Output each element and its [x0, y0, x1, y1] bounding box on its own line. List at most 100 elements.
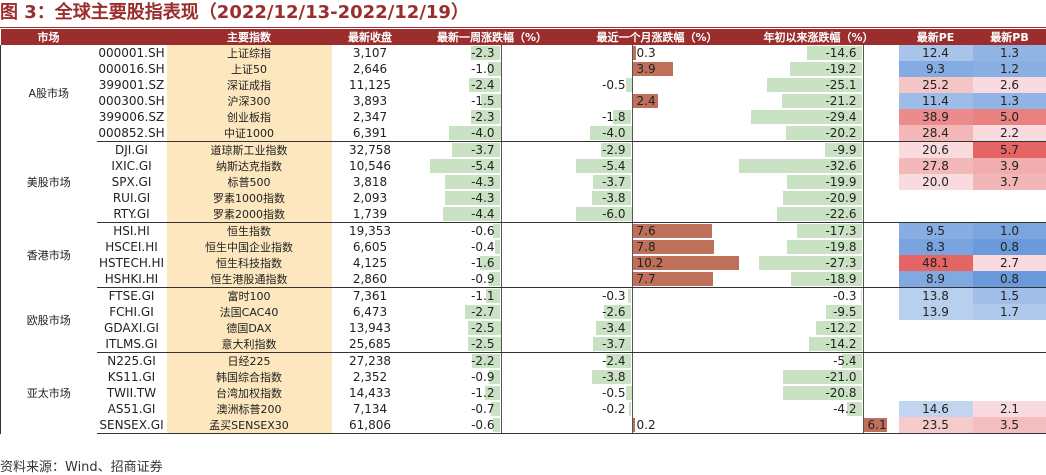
index-name: 罗素2000指数	[166, 206, 332, 223]
latest-close: 7,134	[352, 402, 388, 416]
week-change-value: -4.4	[471, 207, 495, 221]
ytd-change-cell: -20.2	[738, 125, 899, 142]
week-axis-line	[500, 174, 502, 190]
month-axis-line	[631, 223, 633, 239]
week-change-bar	[491, 402, 501, 416]
ytd-change-value: -18.9	[825, 272, 857, 286]
ytd-change-cell: -19.9	[739, 174, 899, 190]
week-change-bar	[495, 240, 501, 254]
ytd-change-bar	[783, 191, 863, 205]
week-change-cell: -2.5	[408, 336, 576, 353]
week-change-cell: -4.0	[408, 125, 576, 142]
index-name: 上证综指	[166, 45, 332, 61]
week-change-cell: -2.2	[409, 353, 576, 369]
week-change-bar	[448, 126, 501, 140]
month-change-value: 10.2	[636, 256, 664, 270]
ytd-axis-line	[862, 142, 864, 158]
market-label: 美股市场	[0, 141, 97, 223]
week-change-value: -2.3	[471, 46, 495, 60]
month-change-bar	[632, 46, 636, 60]
month-axis-line	[631, 174, 633, 190]
week-change-value: -1.5	[471, 94, 495, 108]
latest-pb: 1.2	[972, 61, 1046, 77]
week-change-bar	[484, 386, 501, 400]
week-axis-line	[500, 320, 502, 336]
ytd-change-cell: -25.1	[739, 77, 899, 93]
latest-pe: 8.9	[898, 271, 973, 288]
month-change-bar	[575, 207, 632, 221]
latest-pe: 48.1	[898, 255, 973, 271]
latest-pb: 2.1	[972, 401, 1046, 417]
index-performance-table: 市场 主要指数 最新收盘 最新一周涨跌幅（%） 最近一个月涨跌幅（%） 年初以来…	[0, 29, 1046, 434]
week-axis-line	[500, 336, 502, 352]
ytd-change-cell: -5.4	[739, 353, 899, 369]
table-row: ITLMS.GI 意大利指数 25,685 -2.5 -3.7 -14.2	[1, 336, 1046, 353]
month-change-bar	[632, 240, 715, 254]
week-change-bar	[443, 207, 501, 221]
week-change-value: -1.0	[471, 62, 495, 76]
week-change-cell: -0.4	[409, 239, 576, 255]
month-change-bar	[632, 272, 714, 286]
week-change-bar	[469, 78, 501, 92]
week-change-bar	[487, 62, 501, 76]
ytd-change-value: -19.2	[825, 62, 857, 76]
week-change-bar	[492, 418, 501, 432]
week-change-cell: -0.6	[409, 223, 576, 239]
latest-pe: 14.6	[898, 401, 973, 417]
latest-close: 6,391	[331, 125, 409, 142]
index-name: 孟买SENSEX30	[166, 417, 332, 434]
index-code: 399001.SZ	[96, 77, 167, 93]
week-axis-line	[500, 239, 502, 255]
table-row: 欧股市场 FTSE.GI 富时100 7,361 -1.1 -0.3 -0.3 13.8 1.5	[0, 287, 1046, 353]
table-row: RTY.GI 罗素2000指数 1,739 -4.4 -6.0 -22.6	[1, 206, 1046, 223]
latest-close: 3,893	[352, 94, 388, 108]
ytd-change-cell: -19.8	[739, 239, 899, 255]
latest-close: 11,125	[349, 78, 391, 92]
month-axis-line	[631, 109, 633, 125]
index-code: FTSE.GI	[96, 287, 167, 304]
index-code: DJI.GI	[96, 141, 167, 158]
table-row: 000852.SH 中证1000 6,391 -4.0 -4.0 -20.2 28.4 2.2	[1, 125, 1046, 142]
month-change-cell: -3.4	[576, 320, 739, 336]
week-axis-line	[500, 142, 502, 158]
ytd-change-value: -27.3	[825, 256, 857, 270]
ytd-change-value: -19.8	[825, 240, 857, 254]
latest-pb: 0.8	[972, 239, 1046, 255]
week-axis-line	[500, 206, 502, 222]
week-change-value: -4.3	[471, 175, 495, 189]
ytd-change-value: -5.4	[833, 354, 857, 368]
latest-pb	[973, 369, 1046, 385]
week-change-cell: -2.4	[409, 77, 576, 93]
index-name: 纳斯达克指数	[166, 158, 332, 174]
week-change-bar	[470, 110, 501, 124]
table-row: 亚太市场 N225.GI 日经225 27,238 -2.2 -2.4 -5.4	[0, 352, 1046, 434]
index-name: 深证成指	[166, 77, 332, 93]
month-change-cell: -6.0	[575, 206, 739, 223]
ytd-change-cell: -19.2	[739, 61, 899, 77]
table-row: 美股市场 DJI.GI 道琼斯工业指数 32,758 -3.7 -2.9 -9.9 20.6 5…	[0, 141, 1046, 223]
week-axis-line	[500, 401, 502, 417]
table-row: HSCEI.HI 恒生中国企业指数 6,605 -0.4 7.8 -19.8 8.3 0.8	[1, 239, 1046, 255]
latest-pb	[972, 206, 1046, 223]
month-axis-line	[631, 61, 633, 77]
month-axis-line	[631, 142, 633, 158]
ytd-axis-line	[862, 417, 864, 433]
month-change-bar	[575, 159, 632, 173]
table-row: 000016.SH 上证50 2,646 -1.0 3.9 -19.2 9.3 1.2	[1, 61, 1046, 77]
ytd-axis-line	[862, 385, 864, 401]
week-change-value: -5.4	[471, 159, 495, 173]
ytd-change-cell: -0.3	[739, 288, 899, 304]
week-change-value: -2.2	[471, 354, 495, 368]
week-change-value: -0.7	[471, 402, 495, 416]
month-change-cell: 3.9	[576, 61, 739, 77]
week-axis-line	[500, 353, 502, 369]
month-change-bar	[626, 78, 632, 92]
week-change-value: -0.4	[471, 240, 495, 254]
week-change-bar	[492, 224, 501, 238]
ytd-change-bar	[781, 94, 863, 108]
week-change-bar	[444, 191, 501, 205]
month-axis-line	[631, 239, 633, 255]
week-change-value: -1.6	[471, 256, 495, 270]
index-code: IXIC.GI	[96, 158, 167, 174]
month-change-value: -6.0	[602, 207, 626, 221]
